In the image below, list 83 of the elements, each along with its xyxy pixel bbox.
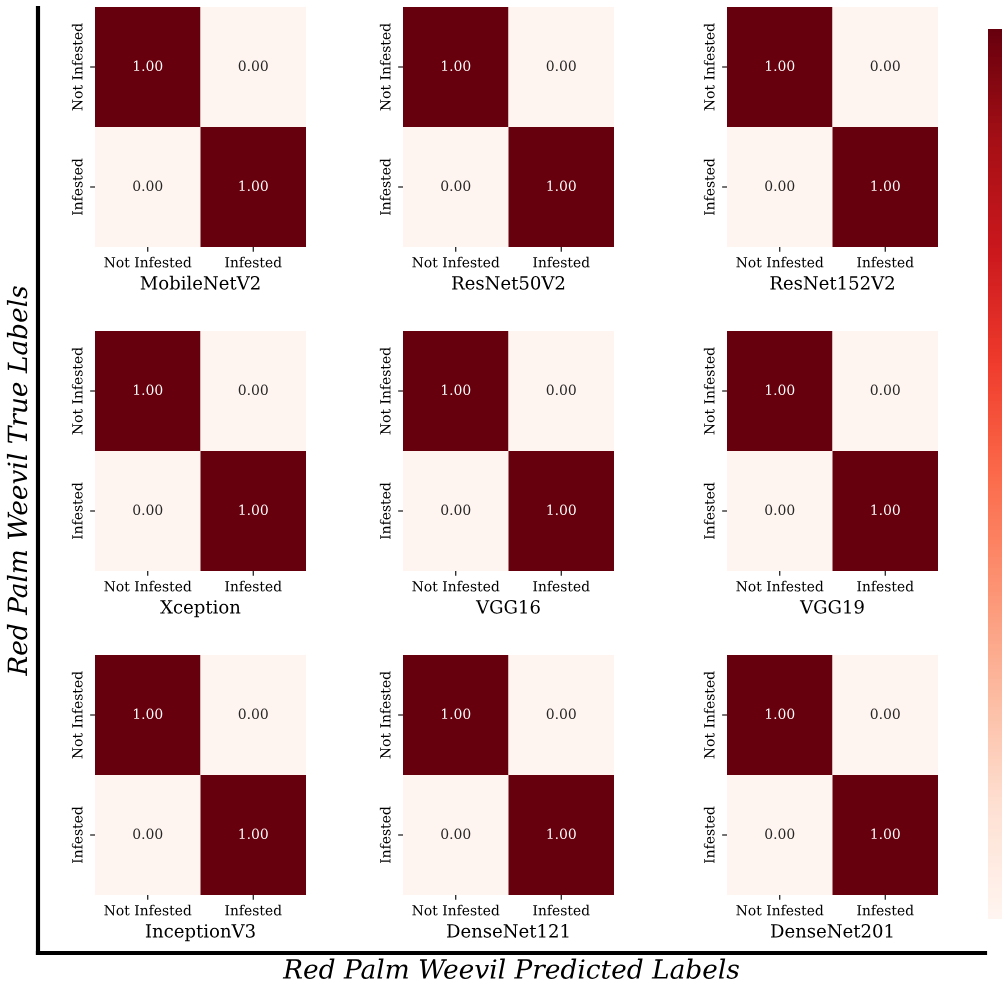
data-label: 1.00 <box>765 384 795 396</box>
y-tick-label: Not Infested <box>703 23 715 111</box>
x-tick-label: Not Infested <box>104 580 192 592</box>
data-label: 0.00 <box>441 828 471 840</box>
data-label: 1.00 <box>441 60 471 72</box>
data-label: 1.00 <box>765 708 795 720</box>
data-label: 0.00 <box>238 708 268 720</box>
x-tick-label: Not Infested <box>736 904 824 916</box>
data-label: 0.00 <box>870 708 900 720</box>
x-tick-label: Not Infested <box>736 580 824 592</box>
y-tick-label: Infested <box>703 482 715 540</box>
x-tick-label: Infested <box>533 580 590 592</box>
x-tick-label: Infested <box>533 256 590 268</box>
y-tick-label: Not Infested <box>379 671 391 759</box>
x-tick-label: Infested <box>857 580 914 592</box>
data-label: 0.00 <box>765 180 795 192</box>
data-label: 1.00 <box>239 828 268 840</box>
x-axis-title: DenseNet201 <box>771 924 893 938</box>
x-tick-label: Infested <box>857 904 914 916</box>
text: Red Palm Weevil True Labels <box>6 286 28 677</box>
data-label: 0.00 <box>546 60 576 72</box>
x-axis-title: Xception <box>160 600 241 618</box>
x-tick-label: Infested <box>225 904 282 916</box>
data-label: 0.00 <box>870 60 900 72</box>
y-tick-label: Not Infested <box>71 23 83 111</box>
y-tick-label: Infested <box>71 158 83 216</box>
x-axis-title: VGG19 <box>799 600 864 614</box>
x-axis-title: ResNet50V2 <box>452 276 565 290</box>
data-label: 0.00 <box>238 60 268 72</box>
data-label: 1.00 <box>133 384 163 396</box>
x-tick-label: Infested <box>225 580 282 592</box>
data-label: 1.00 <box>133 60 163 72</box>
data-label: 1.00 <box>871 828 900 840</box>
x-axis-title: DenseNet121 <box>447 924 569 938</box>
data-label: 0.00 <box>546 384 576 396</box>
data-label: 0.00 <box>870 384 900 396</box>
x-tick-label: Infested <box>857 256 914 268</box>
y-tick-label: Infested <box>71 482 83 540</box>
y-tick-label: Not Infested <box>703 671 715 759</box>
text: Red Palm Weevil Predicted Labels <box>282 958 739 979</box>
y-tick-label: Infested <box>703 158 715 216</box>
data-label: 1.00 <box>547 504 576 516</box>
x-tick-label: Not Infested <box>412 904 500 916</box>
y-tick-label: Not Infested <box>379 347 391 435</box>
y-tick-label: Infested <box>71 806 83 864</box>
y-tick-label: Infested <box>379 806 391 864</box>
data-label: 0.00 <box>765 504 795 516</box>
x-tick-label: Not Infested <box>412 580 500 592</box>
y-tick-label: Infested <box>703 806 715 864</box>
x-axis-title: ResNet152V2 <box>770 276 894 290</box>
x-axis-title: VGG16 <box>475 600 540 614</box>
y-tick-label: Infested <box>379 158 391 216</box>
data-label: 1.00 <box>133 708 163 720</box>
data-label: 1.00 <box>871 180 900 192</box>
x-tick-label: Not Infested <box>104 904 192 916</box>
x-axis-title: InceptionV3 <box>145 924 255 942</box>
data-label: 0.00 <box>133 180 163 192</box>
y-tick-label: Not Infested <box>703 347 715 435</box>
x-tick-label: Infested <box>225 256 282 268</box>
data-label: 0.00 <box>133 504 163 516</box>
x-tick-label: Infested <box>533 904 590 916</box>
x-tick-label: Not Infested <box>736 256 824 268</box>
x-axis-title: MobileNetV2 <box>140 275 260 290</box>
data-label: 1.00 <box>239 180 268 192</box>
data-label: 0.00 <box>441 180 471 192</box>
data-label: 0.00 <box>546 708 576 720</box>
y-tick-label: Infested <box>379 482 391 540</box>
y-tick-label: Not Infested <box>71 347 83 435</box>
data-label: 1.00 <box>239 504 268 516</box>
x-tick-label: Not Infested <box>104 256 192 268</box>
data-label: 1.00 <box>547 180 576 192</box>
data-label: 0.00 <box>765 828 795 840</box>
data-label: 1.00 <box>441 384 471 396</box>
data-label: 1.00 <box>871 504 900 516</box>
data-label: 0.00 <box>238 384 268 396</box>
y-tick-label: Not Infested <box>71 671 83 759</box>
data-label: 1.00 <box>441 708 471 720</box>
data-label: 1.00 <box>765 60 795 72</box>
data-label: 1.00 <box>547 828 576 840</box>
x-tick-label: Not Infested <box>412 256 500 268</box>
data-label: 0.00 <box>441 504 471 516</box>
y-tick-label: Not Infested <box>379 23 391 111</box>
data-label: 0.00 <box>133 828 163 840</box>
